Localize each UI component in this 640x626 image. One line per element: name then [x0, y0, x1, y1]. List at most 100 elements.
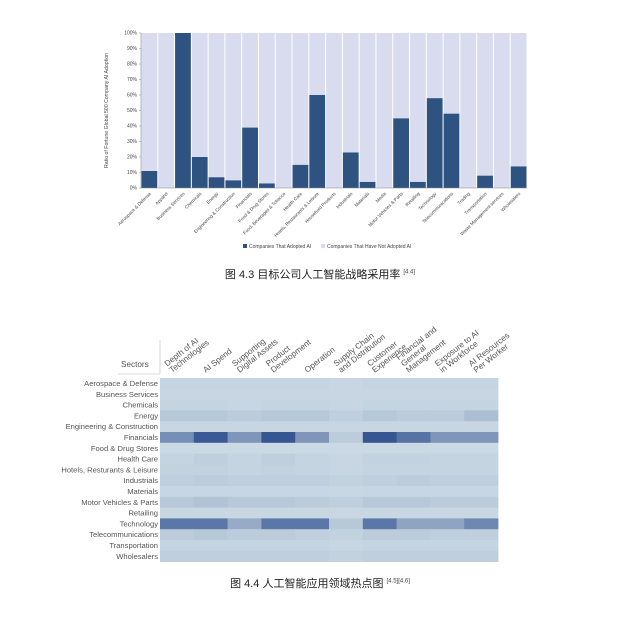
- row-label-food-drug-stores: Food & Drug Stores: [91, 444, 158, 453]
- bar-chemicals-not-adopted: [191, 33, 208, 157]
- heatmap-cell-wholesalers-customer-experience: [362, 550, 397, 562]
- heatmap-cell-materials-product-development: [261, 486, 296, 498]
- heatmap-cell-technology-customer-experience: [362, 518, 397, 530]
- legend-swatch-not-adopted: [321, 244, 325, 248]
- heatmap-cell-engineering-construction-operation: [295, 421, 330, 433]
- heatmap-cell-telecommunications-supporting-digital-assets: [227, 529, 262, 541]
- heatmap-cell-industrials-product-development: [261, 475, 296, 487]
- heatmap-cell-engineering-construction-financial-and-general-management: [396, 421, 431, 433]
- heatmap-cell-energy-depth-of-ai-technologies: [160, 410, 195, 422]
- heatmap-cell-transportation-exposure-to-ai-in-workforce: [430, 540, 465, 552]
- y-tick-label-0: 0%: [130, 186, 138, 192]
- heatmap-cell-telecommunications-ai-resources-per-worker: [464, 529, 499, 541]
- x-tick-label-aerospace-defense: Aerospace & Defense: [117, 191, 152, 226]
- heatmap-cell-chemicals-ai-spend: [193, 399, 228, 411]
- heatmap-cell-energy-product-development: [261, 410, 296, 422]
- x-tick-label-materials: Materials: [354, 191, 371, 208]
- heatmap-cell-industrials-supporting-digital-assets: [227, 475, 262, 487]
- y-tick-label-50: 50%: [127, 108, 138, 114]
- heatmap-cell-motor-vehicles-parts-product-development: [261, 496, 296, 508]
- x-tick-label-food-drug-stores: Food & Drug Stores: [237, 191, 270, 224]
- bar-industrials-not-adopted: [342, 33, 359, 153]
- heatmap-cell-food-drug-stores-ai-resources-per-worker: [464, 442, 499, 454]
- heatmap-cell-energy-ai-resources-per-worker: [464, 410, 499, 422]
- heatmap-cell-technology-exposure-to-ai-in-workforce: [430, 518, 465, 530]
- heatmap-cell-telecommunications-supply-chain-and-distribution: [329, 529, 364, 541]
- heatmap-cell-energy-supply-chain-and-distribution: [329, 410, 364, 422]
- heatmap-cell-technology-product-development: [261, 518, 296, 530]
- heatmap-cell-industrials-operation: [295, 475, 330, 487]
- bar-health-care-not-adopted: [292, 33, 309, 165]
- heatmap-cell-hotels-resturants-leisure-exposure-to-ai-in-workforce: [430, 464, 465, 476]
- bar-retailing-not-adopted: [410, 33, 426, 182]
- heatmap-cell-retailing-ai-resources-per-worker: [464, 507, 499, 519]
- heatmap-cell-aerospace-defense-supply-chain-and-distribution: [329, 378, 364, 390]
- bar-materials-adopted: [359, 181, 376, 188]
- heatmap-cell-business-services-exposure-to-ai-in-workforce: [430, 388, 465, 400]
- heatmap-cell-materials-exposure-to-ai-in-workforce: [430, 486, 465, 498]
- heatmap-cell-materials-supply-chain-and-distribution: [329, 486, 364, 498]
- heatmap-cell-retailing-supply-chain-and-distribution: [329, 507, 364, 519]
- heatmap-cell-food-drug-stores-financial-and-general-management: [396, 442, 431, 454]
- heatmap-cell-transportation-ai-resources-per-worker: [464, 540, 499, 552]
- heatmap-cell-financials-supporting-digital-assets: [227, 432, 262, 444]
- heatmap-cell-wholesalers-financial-and-general-management: [396, 550, 431, 562]
- heatmap-cell-chemicals-exposure-to-ai-in-workforce: [430, 399, 465, 411]
- bar-aerospace-defense-not-adopted: [141, 33, 158, 171]
- heatmap-cell-food-drug-stores-supply-chain-and-distribution: [329, 442, 364, 454]
- heatmap-cell-financials-supply-chain-and-distribution: [329, 432, 364, 444]
- heatmap-cell-engineering-construction-ai-spend: [193, 421, 228, 433]
- bar-food-beverages-tobacco-not-adopted: [275, 33, 292, 188]
- heatmap-cell-transportation-supply-chain-and-distribution: [329, 540, 364, 552]
- heatmap-cell-aerospace-defense-customer-experience: [362, 378, 397, 390]
- heatmap-cell-aerospace-defense-product-development: [261, 378, 296, 390]
- bar-motor-vehicles-parts-not-adopted: [393, 33, 410, 119]
- x-tick-label-media: Media: [375, 191, 388, 204]
- row-label-financials: Financials: [124, 433, 158, 442]
- x-tick-label-chemicals: Chemicals: [184, 191, 203, 210]
- bar-telecommunications-adopted: [443, 113, 460, 188]
- heatmap-cell-business-services-financial-and-general-management: [396, 388, 431, 400]
- heatmap-cell-hotels-resturants-leisure-operation: [295, 464, 330, 476]
- heatmap-cell-technology-supporting-digital-assets: [227, 518, 262, 530]
- heatmap-cell-financials-financial-and-general-management: [396, 432, 431, 444]
- heatmap-cell-food-drug-stores-ai-spend: [193, 442, 228, 454]
- row-label-health-care: Health Care: [117, 455, 158, 464]
- bar-materials-not-adopted: [359, 33, 376, 182]
- figure-4-4-caption: 图 4.4 人工智能应用领域热点图 [4.5][4.6]: [0, 575, 640, 591]
- y-tick-label-30: 30%: [127, 139, 138, 145]
- heatmap-cell-materials-ai-spend: [193, 486, 228, 498]
- heatmap-cell-chemicals-operation: [295, 399, 330, 411]
- heatmap-cell-telecommunications-financial-and-general-management: [396, 529, 431, 541]
- heatmap-cell-technology-financial-and-general-management: [396, 518, 431, 530]
- heatmap-cell-materials-depth-of-ai-technologies: [160, 486, 195, 498]
- heatmap-cell-materials-customer-experience: [362, 486, 397, 498]
- bar-engineering-construction-not-adopted: [225, 33, 242, 181]
- heatmap-cell-transportation-depth-of-ai-technologies: [160, 540, 195, 552]
- y-tick-label-90: 90%: [127, 46, 138, 52]
- heatmap-cell-industrials-customer-experience: [362, 475, 397, 487]
- row-label-retailing: Retailing: [128, 509, 158, 518]
- y-tick-label-80: 80%: [127, 62, 138, 68]
- x-tick-label-apparel: Apparel: [154, 191, 169, 206]
- heatmap-cell-health-care-ai-resources-per-worker: [464, 453, 499, 465]
- heatmap-cell-telecommunications-customer-experience: [362, 529, 397, 541]
- heatmap-cell-materials-supporting-digital-assets: [227, 486, 262, 498]
- row-label-materials: Materials: [127, 487, 158, 496]
- figure-4-3-caption: 图 4.3 目标公司人工智能战略采用率 [4.4]: [0, 266, 640, 282]
- bar-waste-management-services-not-adopted: [493, 33, 510, 188]
- heatmap-cell-business-services-operation: [295, 388, 330, 400]
- heatmap-cell-health-care-product-development: [261, 453, 296, 465]
- figure-4-4-caption-text: 图 4.4 人工智能应用领域热点图: [230, 578, 384, 590]
- heatmap-cell-health-care-supply-chain-and-distribution: [329, 453, 364, 465]
- heatmap-cell-hotels-resturants-leisure-supporting-digital-assets: [227, 464, 262, 476]
- heatmap-cell-aerospace-defense-depth-of-ai-technologies: [160, 378, 195, 390]
- heatmap-cell-business-services-depth-of-ai-technologies: [160, 388, 195, 400]
- heatmap-cell-transportation-supporting-digital-assets: [227, 540, 262, 552]
- bar-health-care-adopted: [292, 164, 309, 188]
- heatmap-cell-motor-vehicles-parts-depth-of-ai-technologies: [160, 496, 195, 508]
- heatmap-cell-transportation-product-development: [261, 540, 296, 552]
- column-header-ai-spend: AI Spend: [201, 346, 233, 374]
